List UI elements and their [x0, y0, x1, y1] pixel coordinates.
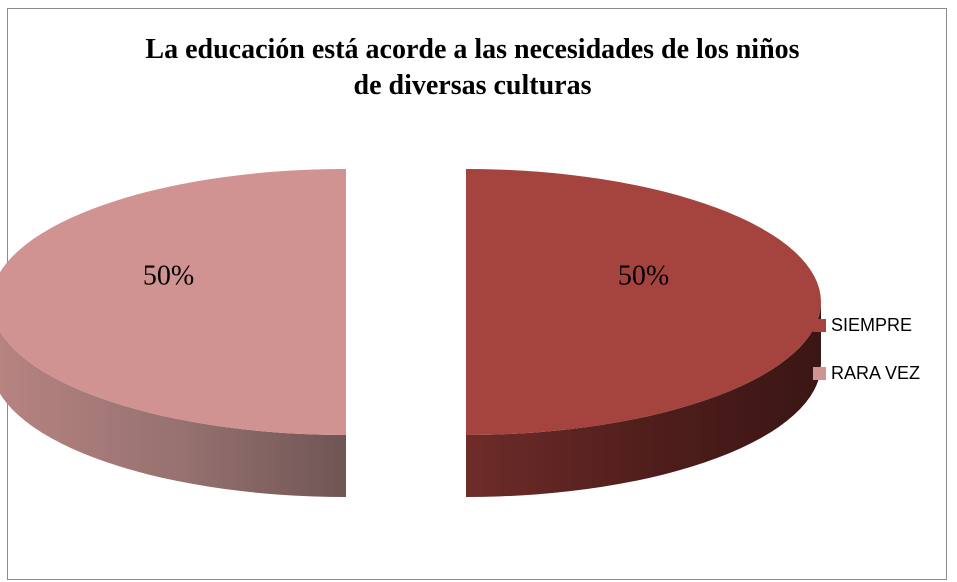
- legend-label-siempre: SIEMPRE: [831, 314, 913, 335]
- chart-title-line-1: La educación está acorde a las necesidad…: [145, 34, 800, 65]
- data-label-siempre: 50%: [618, 261, 669, 292]
- legend: SIEMPRE RARA VEZ: [813, 314, 920, 410]
- pie-top-rara-vez: [0, 169, 346, 435]
- legend-item-siempre: SIEMPRE: [813, 314, 920, 336]
- legend-item-rara-vez: RARA VEZ: [813, 362, 920, 384]
- pie-top-siempre: [466, 169, 821, 435]
- pie-slice-siempre: 50%: [466, 169, 821, 497]
- legend-swatch-rara-vez: [813, 366, 826, 380]
- pie-side-siempre: [466, 302, 821, 497]
- chart-title: La educación está acorde a las necesidad…: [0, 32, 945, 104]
- chart-title-line-2: de diversas culturas: [353, 70, 592, 101]
- legend-swatch-siempre: [813, 318, 826, 332]
- data-label-rara-vez: 50%: [143, 261, 194, 292]
- pie-side-rara-vez: [0, 331, 346, 497]
- pie-slice-rara-vez: 50%: [0, 169, 346, 497]
- legend-label-rara-vez: RARA VEZ: [831, 362, 921, 383]
